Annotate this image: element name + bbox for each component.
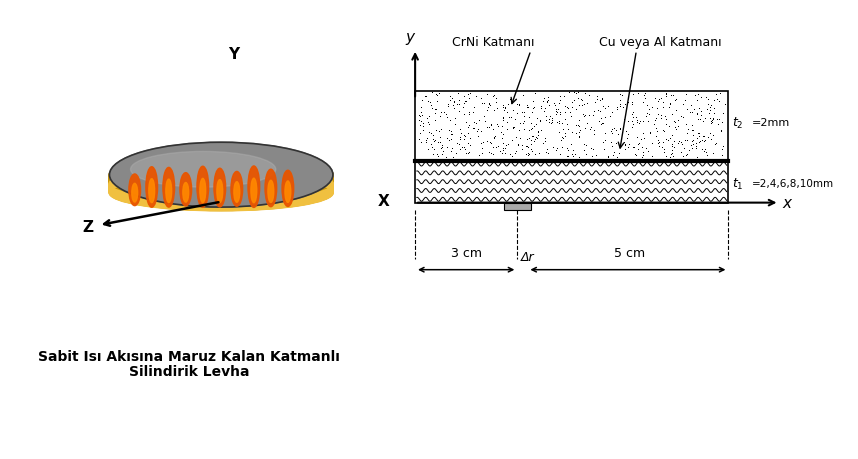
Bar [504,203,531,210]
Ellipse shape [130,152,275,188]
Text: Cu veya Al Katmanı: Cu veya Al Katmanı [599,35,722,49]
Ellipse shape [214,169,226,207]
Ellipse shape [129,174,141,206]
Ellipse shape [197,167,208,208]
Text: Sabit Isı Akısına Maruz Kalan Katmanlı: Sabit Isı Akısına Maruz Kalan Katmanlı [38,349,340,363]
Text: x: x [782,196,792,210]
Ellipse shape [110,143,333,207]
Bar [415,92,728,162]
Text: 3 cm: 3 cm [450,246,481,259]
Text: CrNi Katmanı: CrNi Katmanı [452,35,535,49]
Ellipse shape [268,181,274,203]
Text: X: X [378,194,390,209]
Text: 5 cm: 5 cm [614,246,645,259]
Ellipse shape [200,179,206,203]
Ellipse shape [132,184,137,202]
Ellipse shape [282,171,293,207]
Polygon shape [110,157,333,193]
Text: $t_2$: $t_2$ [732,116,743,131]
Ellipse shape [166,180,172,203]
Text: Silindirik Levha: Silindirik Levha [129,364,249,378]
Ellipse shape [148,179,154,203]
Text: Y: Y [228,46,239,62]
Ellipse shape [234,182,239,203]
Ellipse shape [285,182,291,203]
Text: =2mm: =2mm [752,118,790,128]
Ellipse shape [251,179,257,203]
Ellipse shape [180,174,191,207]
Text: =2,4,6,8,10mm: =2,4,6,8,10mm [752,179,834,189]
Ellipse shape [217,180,223,203]
Ellipse shape [265,170,276,207]
Ellipse shape [183,183,189,203]
Ellipse shape [163,168,174,207]
Bar [415,162,728,203]
Ellipse shape [248,167,260,208]
Ellipse shape [146,168,158,208]
Text: Δr: Δr [521,250,535,263]
Text: y: y [405,29,414,45]
Text: $t_1$: $t_1$ [732,176,743,191]
Text: Z: Z [82,219,94,234]
Ellipse shape [231,172,243,207]
Ellipse shape [110,175,333,211]
